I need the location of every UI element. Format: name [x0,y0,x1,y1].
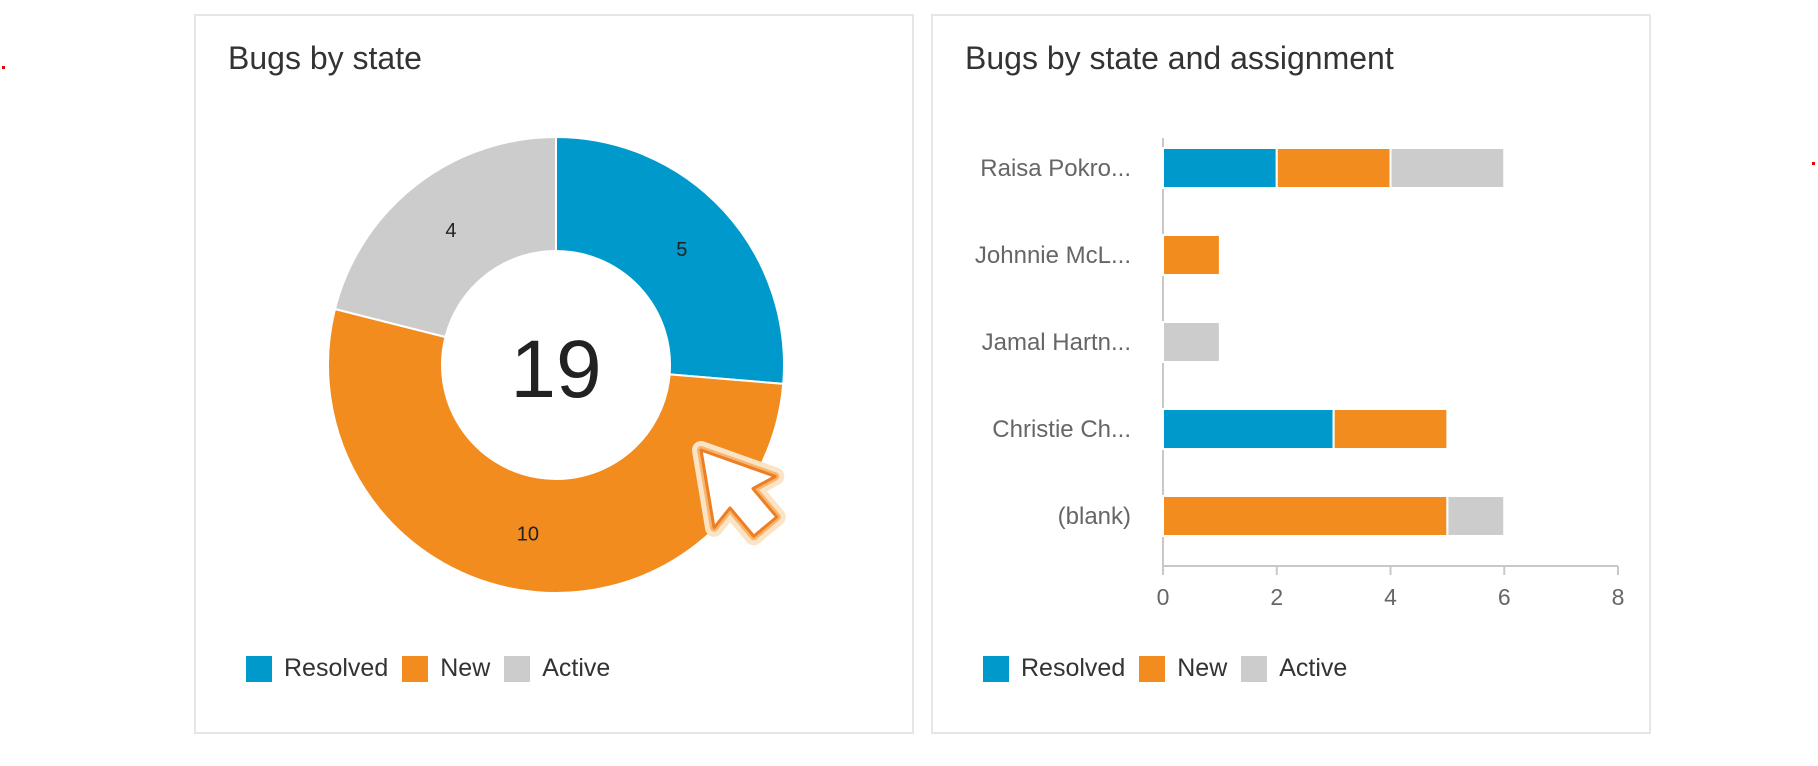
legend-swatch-new [1139,655,1166,682]
legend-item-resolved: Resolved [246,654,388,683]
chart-legend: Resolved New Active [983,654,1361,683]
red-marker-dot [1812,162,1815,165]
donut-total-label: 19 [510,324,601,415]
bugs-by-state-and-assignment-card: Bugs by state and assignment 0 2 4 6 8 Raisa … [931,14,1651,734]
red-marker-dot [2,66,5,69]
chart-legend: Resolved New Active [246,654,624,683]
legend-item-new: New [1139,654,1227,683]
stacked-bar-chart: 0 2 4 6 8 Raisa Pokro... Johnnie McL... Jamal H… [975,138,1625,610]
legend-swatch-active [504,655,531,682]
legend-label-new: New [440,654,491,682]
legend-swatch-resolved [246,655,272,682]
bugs-by-state-card: Bugs by state 5 10 4 19 Resolved New Active [194,14,914,734]
y-category-label: Johnnie McL... [975,242,1131,269]
bar-segment-new[interactable] [1162,234,1221,276]
legend-swatch-active [1241,655,1268,682]
x-tick-label: 0 [1157,584,1170,610]
legend-item-new: New [402,654,490,683]
x-tick-label: 2 [1270,584,1283,610]
donut-chart: 5 10 4 19 [327,135,786,595]
donut-slice-new[interactable] [327,307,785,595]
legend-swatch-new [402,655,429,682]
legend-item-resolved: Resolved [983,654,1125,683]
mouse-pointer-icon [692,441,786,546]
bar-segment-new[interactable] [1162,495,1449,537]
legend-item-active: Active [504,654,610,683]
y-category-label: Jamal Hartn... [982,329,1131,356]
legend-item-active: Active [1241,654,1347,683]
legend-label-active: Active [542,654,611,682]
card-title: Bugs by state and assignment [965,40,1394,76]
legend-label-new: New [1177,654,1228,682]
card-title: Bugs by state [228,40,422,76]
y-category-label: Christie Ch... [992,416,1131,443]
bar-segment-active[interactable] [1162,321,1221,363]
x-tick-label: 8 [1612,584,1625,610]
legend-label-resolved: Resolved [284,654,389,682]
x-tick-label: 4 [1384,584,1397,610]
donut-slice-resolved[interactable] [555,135,785,385]
y-category-label: Raisa Pokro... [980,155,1131,182]
x-tick-label: 6 [1498,584,1511,610]
bar-segment-resolved[interactable] [1162,147,1278,189]
donut-slice-active[interactable] [333,135,557,339]
legend-swatch-resolved [983,655,1009,682]
slice-value-label-new: 10 [517,524,539,546]
slice-value-label-resolved: 5 [676,239,687,261]
y-category-label: (blank) [1058,503,1131,530]
legend-label-resolved: Resolved [1021,654,1126,682]
bar-segment-new[interactable] [1275,147,1392,189]
bar-segment-active[interactable] [1389,147,1506,189]
slice-value-label-active: 4 [445,220,456,242]
legend-label-active: Active [1279,654,1348,682]
bar-segment-active[interactable] [1446,495,1506,537]
bar-segment-new[interactable] [1332,408,1449,450]
bar-segment-resolved[interactable] [1162,408,1335,450]
